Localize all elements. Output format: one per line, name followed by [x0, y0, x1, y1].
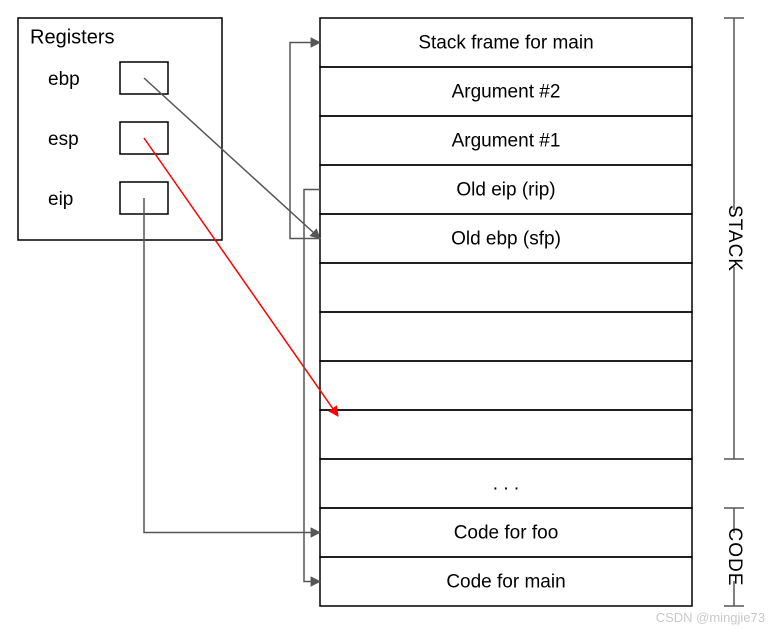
memory-row-11-label: Code for main: [446, 572, 565, 593]
memory-row-6: [320, 312, 692, 361]
memory-row-3-label: Old eip (rip): [456, 180, 555, 201]
memory-row-5: [320, 263, 692, 312]
memory-row-2-label: Argument #1: [452, 131, 561, 152]
memory-row-4-label: Old ebp (sfp): [451, 229, 561, 250]
watermark: CSDN @mingjie73: [656, 610, 765, 625]
side-label-stack: STACK: [724, 205, 745, 272]
arrow-oldebp-to-main: [290, 43, 320, 239]
memory-row-0-label: Stack frame for main: [418, 33, 593, 54]
register-esp-label: esp: [48, 129, 79, 150]
register-ebp-label: ebp: [48, 69, 80, 90]
memory-row-7: [320, 361, 692, 410]
register-eip-label: eip: [48, 189, 73, 210]
registers-title: Registers: [30, 26, 114, 48]
arrow-esp-to-stacktop: [144, 138, 338, 416]
memory-row-8: [320, 410, 692, 459]
arrow-ebp-to-oldebp: [144, 78, 320, 239]
side-label-code: CODE: [724, 528, 745, 587]
memory-row-10-label: Code for foo: [454, 523, 559, 544]
memory-row-9-label: . . .: [493, 474, 519, 495]
arrow-eip-to-foo: [144, 198, 320, 533]
memory-row-1-label: Argument #2: [452, 82, 561, 103]
